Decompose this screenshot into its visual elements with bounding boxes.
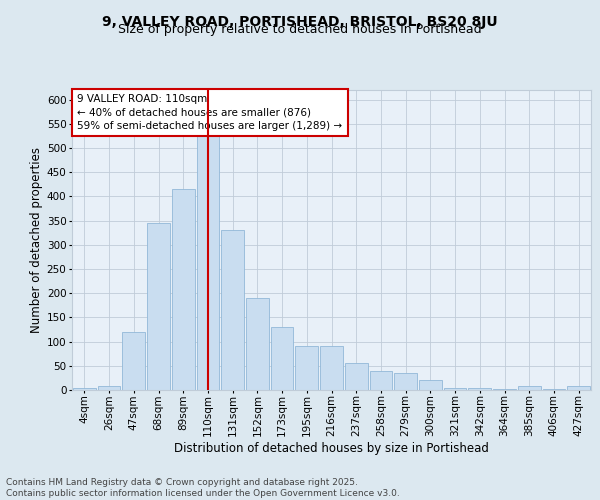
Bar	[122, 332, 145, 390]
Bar	[345, 364, 368, 390]
Text: 9, VALLEY ROAD, PORTISHEAD, BRISTOL, BS20 8JU: 9, VALLEY ROAD, PORTISHEAD, BRISTOL, BS2…	[102, 15, 498, 29]
Text: 9 VALLEY ROAD: 110sqm
← 40% of detached houses are smaller (876)
59% of semi-det: 9 VALLEY ROAD: 110sqm ← 40% of detached …	[77, 94, 343, 131]
Bar	[394, 373, 417, 390]
Y-axis label: Number of detached properties: Number of detached properties	[29, 147, 43, 333]
Bar	[271, 327, 293, 390]
Bar	[419, 380, 442, 390]
Bar	[98, 386, 121, 390]
Bar	[197, 134, 219, 390]
Bar	[221, 230, 244, 390]
Bar	[172, 189, 194, 390]
Bar	[246, 298, 269, 390]
Bar	[320, 346, 343, 390]
Bar	[542, 388, 565, 390]
Bar	[370, 370, 392, 390]
Text: Size of property relative to detached houses in Portishead: Size of property relative to detached ho…	[118, 22, 482, 36]
Bar	[518, 386, 541, 390]
X-axis label: Distribution of detached houses by size in Portishead: Distribution of detached houses by size …	[174, 442, 489, 455]
Bar	[73, 388, 96, 390]
Text: Contains HM Land Registry data © Crown copyright and database right 2025.
Contai: Contains HM Land Registry data © Crown c…	[6, 478, 400, 498]
Bar	[469, 388, 491, 390]
Bar	[493, 388, 516, 390]
Bar	[567, 386, 590, 390]
Bar	[295, 346, 318, 390]
Bar	[444, 388, 466, 390]
Bar	[147, 223, 170, 390]
